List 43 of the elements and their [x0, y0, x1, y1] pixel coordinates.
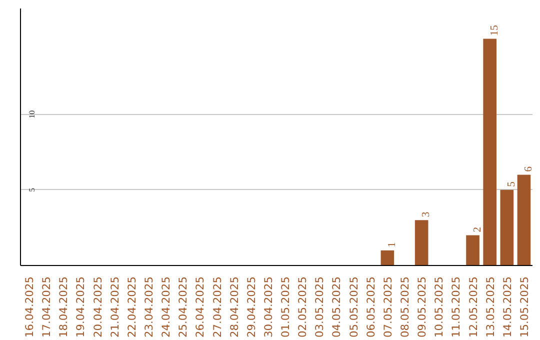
x-tick-label: 22.04.2025: [125, 276, 138, 338]
x-tick-label: 26.04.2025: [194, 276, 207, 338]
data-label: 3: [421, 212, 432, 218]
x-tick-label: 08.05.2025: [398, 276, 412, 338]
x-tick-label: 14.05.2025: [500, 276, 514, 338]
x-tick-label: 23.04.2025: [142, 276, 156, 338]
x-tick-label: 29.04.2025: [244, 276, 258, 338]
x-tick-label: 12.05.2025: [466, 276, 480, 338]
x-tick-label: 18.04.2025: [57, 276, 70, 338]
x-tick-label: 24.04.2025: [160, 276, 173, 338]
x-tick-label: 28.04.2025: [228, 276, 241, 338]
x-tick-label: 19.04.2025: [74, 276, 88, 338]
x-tick-label: 16.04.2025: [23, 276, 36, 338]
x-tick-label: 13.05.2025: [484, 276, 497, 338]
bar: [500, 190, 514, 266]
x-tick-label: 30.04.2025: [262, 276, 275, 338]
x-tick-label: 03.05.2025: [313, 276, 326, 338]
x-tick-label: 27.04.2025: [210, 276, 224, 338]
x-tick-label: 02.05.2025: [296, 276, 310, 338]
data-label: 2: [472, 226, 484, 232]
x-tick-label: 09.05.2025: [416, 276, 429, 338]
y-tick-label: 10: [28, 110, 36, 118]
x-tick-label: 05.05.2025: [347, 276, 360, 338]
bar: [483, 38, 496, 266]
x-tick-label: 01.05.2025: [279, 276, 292, 338]
x-tick-label: 10.05.2025: [432, 276, 446, 338]
bar: [380, 250, 394, 266]
x-tick-label: 17.04.2025: [40, 276, 54, 338]
data-label: 1: [386, 242, 398, 248]
x-tick-label: 06.05.2025: [364, 276, 378, 338]
data-label: 6: [523, 166, 534, 172]
bar: [466, 235, 480, 266]
x-tick-label: 20.04.2025: [91, 276, 104, 338]
bar: [517, 174, 531, 266]
bar: [414, 220, 428, 266]
data-label: 15: [489, 25, 500, 36]
x-tick-label: 25.04.2025: [176, 276, 190, 338]
data-label: 5: [506, 182, 518, 187]
x-tick-label: 07.05.2025: [381, 276, 394, 338]
x-tick-label: 15.05.2025: [518, 276, 531, 338]
x-tick-label: 21.04.2025: [108, 276, 122, 338]
x-tick-label: 11.05.2025: [450, 276, 463, 338]
x-tick-label: 04.05.2025: [330, 276, 344, 338]
